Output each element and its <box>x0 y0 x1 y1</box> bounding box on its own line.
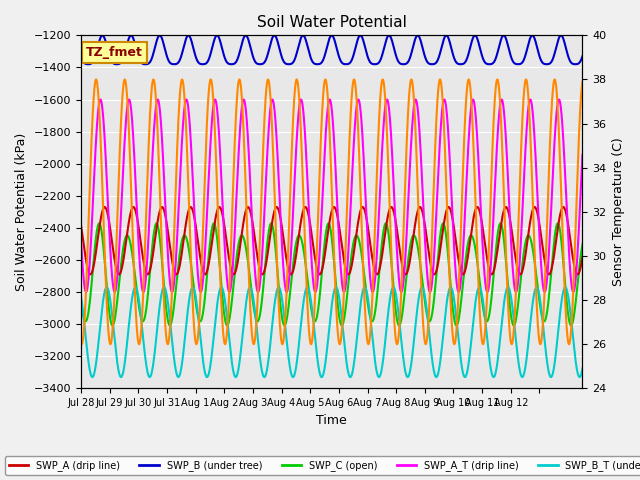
SWP_C (open) <box>77 299 84 304</box>
SWP_C_T (open) <box>278 341 286 347</box>
SWP_B (under tree) <box>472 34 480 39</box>
SWP_B_T (under tree) <box>321 364 328 370</box>
SWP_C (open) <box>564 312 572 317</box>
SWP_B (under tree) <box>141 61 149 67</box>
SWP_C (open) <box>103 283 111 289</box>
SWP_B_T (under tree) <box>102 285 110 290</box>
Text: TZ_fmet: TZ_fmet <box>86 46 143 59</box>
SWP_B_T (under tree) <box>564 295 572 300</box>
Legend: SWP_A (drip line), SWP_B (under tree), SWP_C (open), SWP_A_T (drip line), SWP_B_: SWP_A (drip line), SWP_B (under tree), S… <box>5 456 640 475</box>
SWP_A (drip line) <box>502 204 510 210</box>
SWP_A_T (drip line) <box>77 234 84 240</box>
SWP_C (open) <box>109 323 116 328</box>
SWP_A (drip line) <box>308 230 316 236</box>
Line: SWP_C (open): SWP_C (open) <box>81 223 582 325</box>
SWP_A_T (drip line) <box>308 257 316 263</box>
SWP_C_T (open) <box>564 340 572 346</box>
SWP_A_T (drip line) <box>564 234 572 240</box>
SWP_A (drip line) <box>564 223 572 229</box>
SWP_C_T (open) <box>321 77 329 83</box>
SWP_C (open) <box>564 313 572 319</box>
SWP_B_T (under tree) <box>564 293 572 299</box>
SWP_B (under tree) <box>579 53 586 59</box>
SWP_C (open) <box>321 234 329 240</box>
SWP_C (open) <box>95 220 103 226</box>
SWP_A (drip line) <box>579 254 586 260</box>
SWP_B_T (under tree) <box>308 302 316 308</box>
SWP_B (under tree) <box>564 54 572 60</box>
SWP_B_T (under tree) <box>579 366 586 372</box>
Line: SWP_B_T (under tree): SWP_B_T (under tree) <box>81 287 582 377</box>
SWP_B (under tree) <box>321 51 329 57</box>
SWP_B (under tree) <box>77 53 84 59</box>
SWP_B_T (under tree) <box>472 295 480 301</box>
SWP_B_T (under tree) <box>504 284 512 290</box>
SWP_C (open) <box>579 241 586 247</box>
SWP_B_T (under tree) <box>375 374 383 380</box>
SWP_A_T (drip line) <box>102 171 110 177</box>
SWP_A_T (drip line) <box>383 96 391 102</box>
SWP_A (drip line) <box>564 222 572 228</box>
SWP_C_T (open) <box>77 339 84 345</box>
SWP_C_T (open) <box>579 79 586 84</box>
SWP_A (drip line) <box>472 205 480 211</box>
SWP_B_T (under tree) <box>77 293 84 299</box>
SWP_A_T (drip line) <box>321 147 328 153</box>
SWP_A (drip line) <box>321 252 328 258</box>
Line: SWP_C_T (open): SWP_C_T (open) <box>81 80 582 344</box>
SWP_C_T (open) <box>472 223 480 229</box>
SWP_C_T (open) <box>150 77 157 83</box>
SWP_C_T (open) <box>564 339 572 345</box>
SWP_A (drip line) <box>77 222 84 228</box>
SWP_A (drip line) <box>102 207 110 213</box>
SWP_B (under tree) <box>308 58 316 63</box>
SWP_B (under tree) <box>564 53 572 59</box>
Line: SWP_A_T (drip line): SWP_A_T (drip line) <box>81 99 582 292</box>
SWP_A_T (drip line) <box>472 118 480 124</box>
SWP_A_T (drip line) <box>564 239 572 245</box>
SWP_A_T (drip line) <box>579 152 586 157</box>
X-axis label: Time: Time <box>316 414 347 427</box>
SWP_B (under tree) <box>385 33 393 38</box>
SWP_C_T (open) <box>102 295 110 301</box>
SWP_A (drip line) <box>373 272 381 277</box>
Line: SWP_A (drip line): SWP_A (drip line) <box>81 207 582 275</box>
Title: Soil Water Potential: Soil Water Potential <box>257 15 406 30</box>
Y-axis label: Soil Water Potential (kPa): Soil Water Potential (kPa) <box>15 132 28 291</box>
SWP_C (open) <box>472 252 480 258</box>
Line: SWP_B (under tree): SWP_B (under tree) <box>81 36 582 64</box>
SWP_A_T (drip line) <box>512 289 520 295</box>
SWP_C (open) <box>308 310 316 316</box>
SWP_B (under tree) <box>102 42 110 48</box>
Y-axis label: Sensor Temperature (C): Sensor Temperature (C) <box>612 137 625 286</box>
SWP_C_T (open) <box>308 338 316 344</box>
